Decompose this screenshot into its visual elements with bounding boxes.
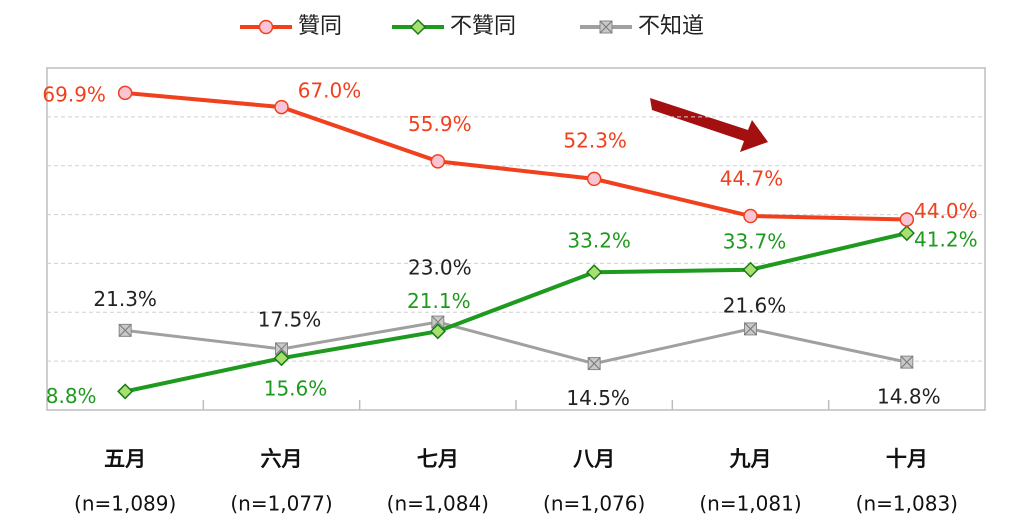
- marker: [586, 171, 602, 187]
- marker: [258, 19, 274, 35]
- x-tick-label: 六月: [261, 447, 303, 471]
- marker: [743, 208, 758, 224]
- data-label: 21.3%: [93, 287, 157, 311]
- marker: [118, 323, 132, 337]
- data-label: 44.0%: [914, 199, 978, 223]
- series-line: [124, 90, 907, 222]
- data-label: 21.1%: [407, 289, 471, 313]
- legend-label: 不知道: [638, 14, 704, 39]
- marker: [744, 322, 757, 336]
- data-label: 14.8%: [877, 385, 941, 409]
- data-label: 33.7%: [723, 229, 787, 253]
- data-label: 55.9%: [408, 112, 472, 136]
- series-line: [124, 231, 908, 394]
- marker: [117, 383, 134, 400]
- sample-size-label: (n=1,076): [543, 492, 645, 516]
- marker-cross: [744, 322, 757, 336]
- marker-cross: [275, 342, 288, 356]
- series-line: [124, 320, 908, 366]
- marker: [430, 154, 446, 169]
- data-label: 21.6%: [723, 293, 787, 317]
- sample-size-label: (n=1,084): [387, 492, 489, 516]
- data-label: 41.2%: [914, 228, 978, 252]
- marker-cross: [118, 324, 132, 337]
- marker: [599, 20, 613, 34]
- marker: [899, 212, 915, 227]
- data-label: 8.8%: [46, 384, 97, 408]
- data-label: 33.2%: [567, 229, 631, 253]
- data-label: 69.9%: [42, 82, 106, 106]
- marker: [898, 225, 915, 242]
- data-label: 67.0%: [298, 79, 362, 103]
- marker: [117, 85, 133, 101]
- data-label: 14.5%: [566, 386, 630, 410]
- data-label: 23.0%: [408, 256, 472, 280]
- x-tick-label: 七月: [417, 447, 459, 471]
- marker-cross: [900, 355, 914, 369]
- sample-size-label: (n=1,083): [856, 492, 958, 516]
- x-tick-label: 五月: [104, 447, 146, 471]
- marker: [587, 357, 601, 371]
- data-label: 52.3%: [563, 128, 627, 152]
- data-label: 44.7%: [720, 167, 784, 191]
- marker: [900, 355, 914, 369]
- marker: [742, 261, 759, 278]
- sample-size-label: (n=1,081): [699, 492, 801, 516]
- marker: [275, 342, 288, 356]
- x-tick-label: 九月: [729, 447, 772, 471]
- plot-frame: [46, 67, 986, 411]
- sample-size-label: (n=1,077): [230, 492, 332, 516]
- legend-label: 不贊同: [450, 14, 516, 39]
- marker: [586, 264, 603, 281]
- marker-cross: [431, 315, 445, 329]
- x-tick-label: 十月: [886, 447, 928, 471]
- marker: [409, 18, 427, 36]
- marker: [274, 99, 289, 115]
- trend-arrow: [650, 98, 768, 152]
- sample-size-label: (n=1,089): [74, 492, 176, 516]
- data-label: 17.5%: [258, 307, 322, 331]
- legend-label: 贊同: [298, 14, 342, 39]
- marker-cross: [599, 20, 613, 34]
- x-tick-label: 八月: [573, 447, 615, 471]
- marker: [273, 350, 290, 367]
- data-label: 15.6%: [264, 377, 328, 401]
- marker: [429, 323, 446, 340]
- marker-cross: [587, 357, 601, 370]
